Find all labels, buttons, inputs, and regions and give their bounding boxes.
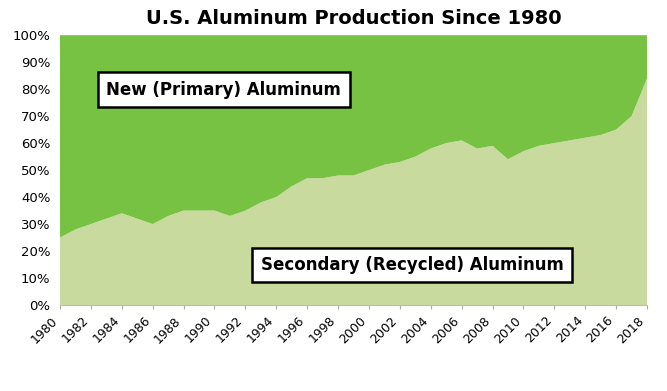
Text: Secondary (Recycled) Aluminum: Secondary (Recycled) Aluminum (261, 256, 564, 274)
Text: New (Primary) Aluminum: New (Primary) Aluminum (106, 81, 342, 99)
Title: U.S. Aluminum Production Since 1980: U.S. Aluminum Production Since 1980 (145, 9, 562, 28)
